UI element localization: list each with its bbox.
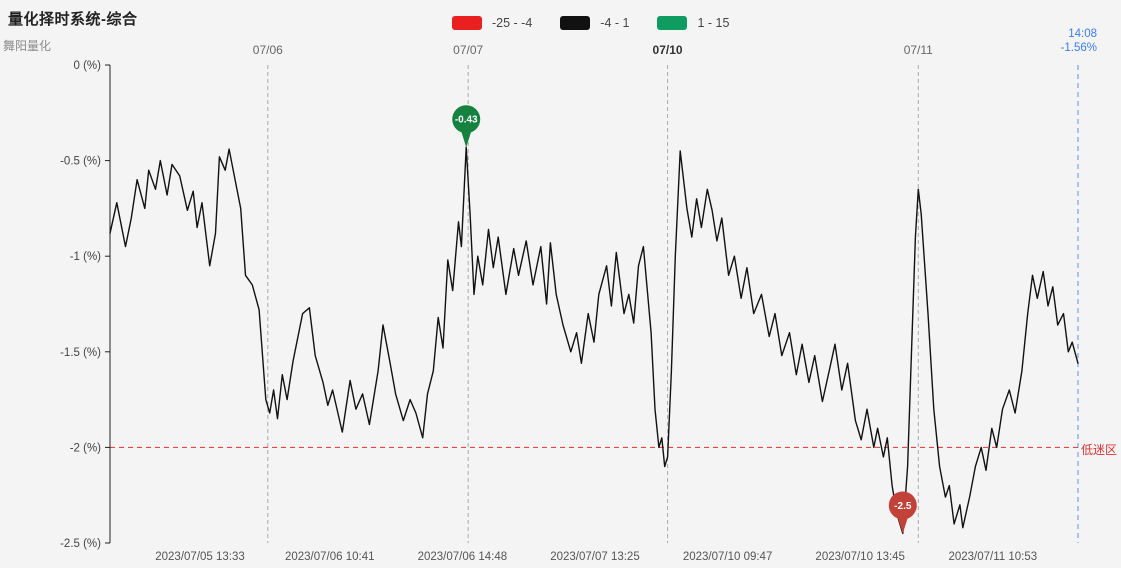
y-axis-label: -0.5 (%) (60, 156, 101, 168)
marker-tail (460, 128, 473, 148)
x-axis-top-label: 07/11 (904, 43, 933, 57)
x-axis-bottom-label: 2023/07/06 10:41 (285, 551, 375, 563)
legend-label: 1 - 15 (697, 16, 730, 30)
x-axis-bottom-label: 2023/07/11 10:53 (948, 551, 1037, 563)
x-axis-top-label: 07/06 (253, 43, 283, 57)
watermark-label: 舞阳量化 (3, 39, 52, 53)
current-time: 14:08 (1068, 28, 1097, 40)
legend-label: -25 - -4 (492, 16, 533, 30)
y-axis-label: -2 (%) (70, 442, 101, 454)
page-title: 量化择时系统-综合 (8, 11, 138, 28)
marker-value-label: -0.43 (455, 115, 478, 126)
legend-item[interactable]: -25 - -4 (452, 16, 532, 30)
marker-pin (888, 491, 917, 520)
marker-tail (896, 514, 909, 534)
marker-pin (452, 105, 481, 134)
series-line (109, 146, 1079, 535)
x-axis-bottom-label: 2023/07/05 13:33 (155, 551, 245, 563)
legend-swatch (452, 16, 482, 30)
x-axis-top-label: 07/10 (653, 43, 683, 57)
x-axis-bottom-label: 2023/07/10 13:45 (815, 551, 905, 563)
y-axis-label: -2.5 (%) (60, 538, 101, 550)
legend-swatch (657, 16, 688, 30)
legend-label: -4 - 1 (600, 16, 630, 30)
legend-item[interactable]: -4 - 1 (560, 16, 629, 30)
depressed-zone-label: 低迷区 (1081, 443, 1118, 457)
y-axis-label: -1.5 (%) (60, 347, 101, 359)
current-change-pct: -1.56% (1060, 42, 1097, 54)
x-axis-bottom-label: 2023/07/06 14:48 (418, 551, 508, 563)
y-axis-label: 0 (%) (74, 60, 102, 72)
x-axis-top-label: 07/07 (453, 43, 483, 57)
x-axis-bottom-label: 2023/07/10 09:47 (683, 551, 773, 563)
current-time-block: 14:08 -1.56% (1061, 27, 1097, 55)
y-axis-label: -1 (%) (70, 251, 101, 263)
legend: -25 - -4 -4 - 1 1 - 15 (452, 16, 729, 30)
legend-swatch (560, 16, 591, 30)
legend-item[interactable]: 1 - 15 (657, 16, 729, 30)
marker-value-label: -2.5 (894, 501, 912, 512)
x-axis-bottom-label: 2023/07/07 13:25 (550, 551, 640, 563)
